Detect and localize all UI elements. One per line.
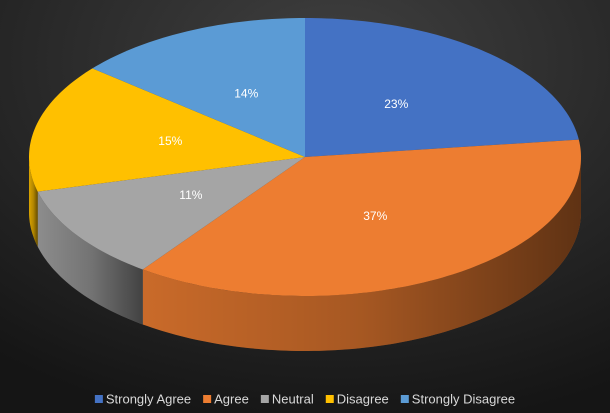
pie-slice [305, 18, 579, 157]
pie-slice [92, 18, 305, 157]
data-label: 11% [179, 188, 202, 202]
legend-label: Strongly Agree [106, 391, 191, 406]
legend-label: Agree [214, 391, 249, 406]
pie-side-shade [142, 157, 581, 351]
legend-label: Neutral [272, 391, 314, 406]
legend-swatch [94, 395, 103, 403]
data-label: 23% [384, 97, 408, 111]
data-label: 37% [363, 209, 387, 223]
pie-side-shade [29, 157, 38, 247]
legend-swatch [260, 395, 269, 403]
legend-swatch [325, 395, 334, 403]
legend-swatch [203, 395, 212, 403]
legend-label: Disagree [337, 391, 389, 406]
pie-slice [37, 157, 306, 270]
pie-slice [29, 68, 305, 192]
pie-slice [142, 139, 581, 296]
legend-swatch [400, 395, 409, 403]
legend-label: Strongly Disagree [412, 391, 515, 406]
pie-side-shade [37, 191, 143, 325]
data-label: 14% [234, 86, 258, 100]
data-label: 15% [158, 134, 182, 148]
